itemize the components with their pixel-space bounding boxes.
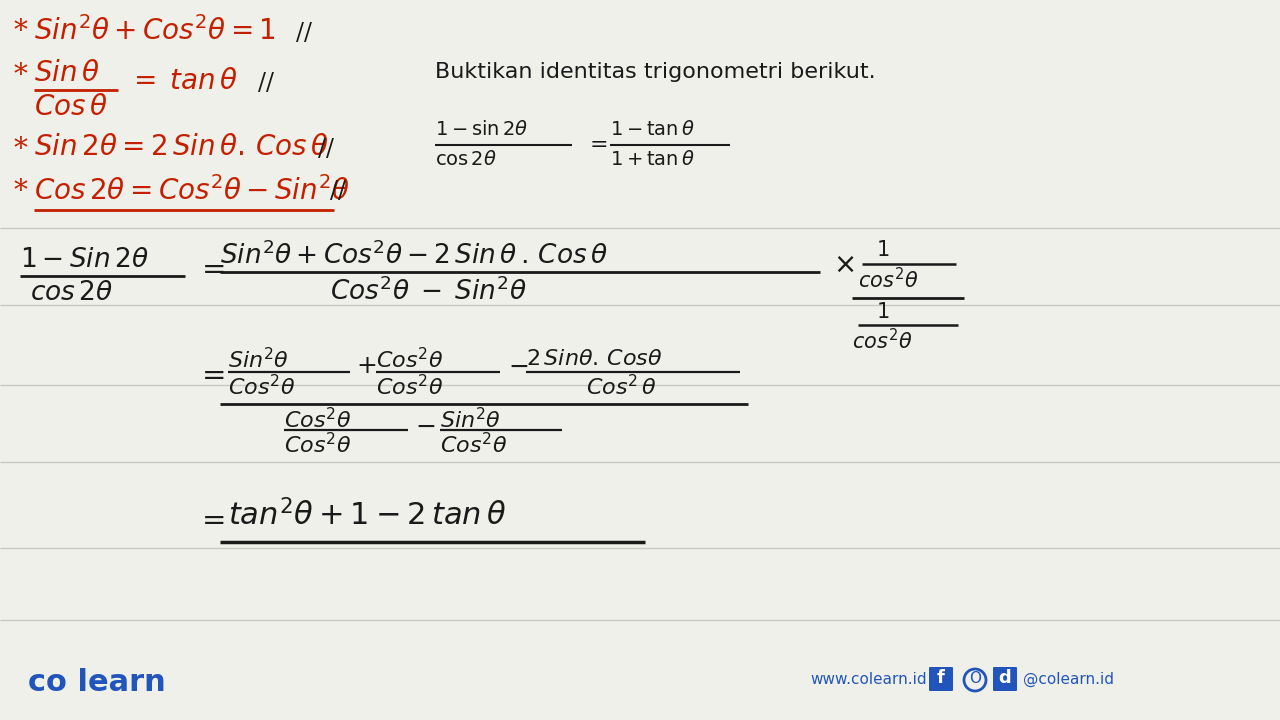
Text: $=$: $=$ xyxy=(196,254,225,282)
Text: *: * xyxy=(14,18,28,45)
Text: $+$: $+$ xyxy=(356,355,376,378)
Text: //: // xyxy=(330,180,346,203)
Text: $Cos^2\theta$: $Cos^2\theta$ xyxy=(284,433,352,458)
Text: $\cos 2\theta$: $\cos 2\theta$ xyxy=(435,150,497,169)
Text: www.colearn.id: www.colearn.id xyxy=(810,672,927,687)
Text: $1 - \sin 2\theta$: $1 - \sin 2\theta$ xyxy=(435,120,529,139)
Text: $Cos^2\theta$: $Cos^2\theta$ xyxy=(228,375,296,400)
Text: $cos^2\theta$: $cos^2\theta$ xyxy=(852,328,913,354)
Text: $1 + \tan\theta$: $1 + \tan\theta$ xyxy=(611,150,695,169)
Text: $Cos^2\theta$: $Cos^2\theta$ xyxy=(376,375,443,400)
Text: *: * xyxy=(14,136,28,163)
Text: d: d xyxy=(998,669,1011,687)
Text: //: // xyxy=(296,22,312,45)
Text: $Cos\,2\theta = Cos^2\theta - Sin^2\theta$: $Cos\,2\theta = Cos^2\theta - Sin^2\thet… xyxy=(35,176,351,206)
Text: $Cos^2\theta$: $Cos^2\theta$ xyxy=(376,348,443,373)
FancyBboxPatch shape xyxy=(929,667,954,691)
Text: $Sin\,2\theta = 2\,Sin\,\theta.\,Cos\,\theta$: $Sin\,2\theta = 2\,Sin\,\theta.\,Cos\,\t… xyxy=(35,134,329,161)
Text: $1 - \tan\theta$: $1 - \tan\theta$ xyxy=(611,120,695,139)
Text: //: // xyxy=(317,138,334,161)
Text: *: * xyxy=(14,62,28,89)
Text: @colearn.id: @colearn.id xyxy=(1023,672,1114,687)
Text: $=$: $=$ xyxy=(196,505,225,533)
Text: $tan^2\theta + 1 - 2\,tan\,\theta$: $tan^2\theta + 1 - 2\,tan\,\theta$ xyxy=(228,500,506,533)
Text: $cos\,2\theta$: $cos\,2\theta$ xyxy=(29,280,113,305)
Text: co learn: co learn xyxy=(28,668,165,697)
Text: $Cos^2\theta \; - \; Sin^2\theta$: $Cos^2\theta \; - \; Sin^2\theta$ xyxy=(330,276,527,305)
Text: $-$: $-$ xyxy=(508,355,529,378)
Text: O: O xyxy=(969,671,980,686)
FancyBboxPatch shape xyxy=(993,667,1018,691)
Text: Buktikan identitas trigonometri berikut.: Buktikan identitas trigonometri berikut. xyxy=(435,62,876,82)
Text: $Cos^2\,\theta$: $Cos^2\,\theta$ xyxy=(586,375,657,400)
Text: $Cos\,\theta$: $Cos\,\theta$ xyxy=(35,94,108,121)
Text: $Sin^2\theta$: $Sin^2\theta$ xyxy=(440,408,500,433)
Text: //: // xyxy=(259,72,274,95)
Text: $=$: $=$ xyxy=(585,132,608,154)
Text: $Sin^2\theta + Cos^2\theta = 1$: $Sin^2\theta + Cos^2\theta = 1$ xyxy=(35,16,275,46)
Text: $Cos^2\theta$: $Cos^2\theta$ xyxy=(284,408,352,433)
Text: $2\,Sin\theta.\,Cos\theta$: $2\,Sin\theta.\,Cos\theta$ xyxy=(526,348,663,370)
Text: *: * xyxy=(14,178,28,205)
Text: $= \; tan\,\theta$: $= \; tan\,\theta$ xyxy=(128,68,238,95)
Text: $Sin^2\theta$: $Sin^2\theta$ xyxy=(228,348,289,373)
Text: $\times$: $\times$ xyxy=(833,252,855,279)
Text: $1$: $1$ xyxy=(876,302,890,322)
Text: $1$: $1$ xyxy=(876,240,890,260)
Text: $=$: $=$ xyxy=(196,360,225,388)
Text: $1 - Sin\,2\theta$: $1 - Sin\,2\theta$ xyxy=(20,247,148,272)
Text: $Sin\,\theta$: $Sin\,\theta$ xyxy=(35,60,100,87)
Text: $-$: $-$ xyxy=(415,415,435,438)
Text: f: f xyxy=(937,669,945,687)
Text: $cos^2\theta$: $cos^2\theta$ xyxy=(858,267,918,292)
Text: $Cos^2\theta$: $Cos^2\theta$ xyxy=(440,433,507,458)
Text: $Sin^2\theta + Cos^2\theta - 2\,Sin\,\theta\,.\,Cos\,\theta$: $Sin^2\theta + Cos^2\theta - 2\,Sin\,\th… xyxy=(220,240,608,269)
